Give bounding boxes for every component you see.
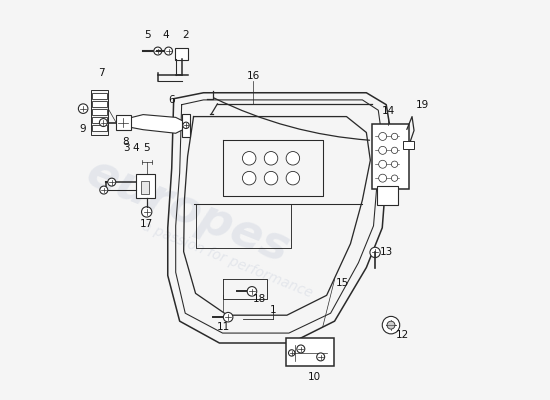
Circle shape xyxy=(370,247,380,258)
Circle shape xyxy=(392,161,398,168)
Circle shape xyxy=(289,350,295,356)
Text: europes: europes xyxy=(79,151,296,273)
Text: 8: 8 xyxy=(122,138,129,148)
Text: 1: 1 xyxy=(270,306,276,316)
FancyBboxPatch shape xyxy=(286,338,334,366)
FancyBboxPatch shape xyxy=(403,141,414,149)
Text: 5: 5 xyxy=(145,30,151,40)
FancyBboxPatch shape xyxy=(141,181,150,194)
Text: 18: 18 xyxy=(252,294,266,304)
Text: 7: 7 xyxy=(98,68,104,78)
Circle shape xyxy=(247,286,257,296)
FancyBboxPatch shape xyxy=(182,114,190,137)
Circle shape xyxy=(223,312,233,322)
Circle shape xyxy=(286,152,300,165)
Text: 10: 10 xyxy=(308,372,321,382)
Circle shape xyxy=(164,47,173,55)
Circle shape xyxy=(317,353,324,361)
Circle shape xyxy=(243,171,256,185)
FancyBboxPatch shape xyxy=(372,124,409,189)
Circle shape xyxy=(378,160,387,168)
FancyBboxPatch shape xyxy=(92,124,107,131)
Polygon shape xyxy=(130,114,184,133)
Text: 19: 19 xyxy=(415,100,428,110)
Text: 12: 12 xyxy=(395,330,409,340)
Circle shape xyxy=(392,147,398,154)
Circle shape xyxy=(297,345,305,353)
FancyBboxPatch shape xyxy=(92,93,107,99)
Circle shape xyxy=(378,132,387,140)
Text: 16: 16 xyxy=(246,71,260,81)
Circle shape xyxy=(100,118,107,126)
Circle shape xyxy=(392,175,398,181)
Text: 6: 6 xyxy=(168,94,175,104)
FancyBboxPatch shape xyxy=(175,48,189,60)
Text: 9: 9 xyxy=(80,124,86,134)
Circle shape xyxy=(265,171,278,185)
Text: 3: 3 xyxy=(123,143,129,153)
Text: a passion for performance: a passion for performance xyxy=(140,219,315,300)
Circle shape xyxy=(378,174,387,182)
Text: 4: 4 xyxy=(162,30,169,40)
Circle shape xyxy=(108,178,115,186)
Circle shape xyxy=(154,47,162,55)
FancyBboxPatch shape xyxy=(92,109,107,115)
Circle shape xyxy=(141,207,152,217)
FancyBboxPatch shape xyxy=(116,115,131,130)
Circle shape xyxy=(387,321,395,329)
Text: 11: 11 xyxy=(217,322,230,332)
Circle shape xyxy=(79,104,88,114)
Circle shape xyxy=(378,146,387,154)
Circle shape xyxy=(183,122,189,128)
Text: 14: 14 xyxy=(382,106,395,116)
Circle shape xyxy=(382,316,400,334)
Text: 5: 5 xyxy=(144,143,150,153)
Circle shape xyxy=(100,186,108,194)
Circle shape xyxy=(265,152,278,165)
Circle shape xyxy=(286,171,300,185)
Circle shape xyxy=(392,133,398,140)
FancyBboxPatch shape xyxy=(92,101,107,107)
FancyBboxPatch shape xyxy=(92,116,107,123)
FancyBboxPatch shape xyxy=(377,186,398,205)
FancyBboxPatch shape xyxy=(136,174,156,198)
Text: 2: 2 xyxy=(182,30,189,40)
Text: 15: 15 xyxy=(336,278,349,288)
Circle shape xyxy=(243,152,256,165)
Text: 4: 4 xyxy=(133,143,139,153)
Text: 17: 17 xyxy=(140,219,153,229)
Text: 13: 13 xyxy=(379,248,393,258)
